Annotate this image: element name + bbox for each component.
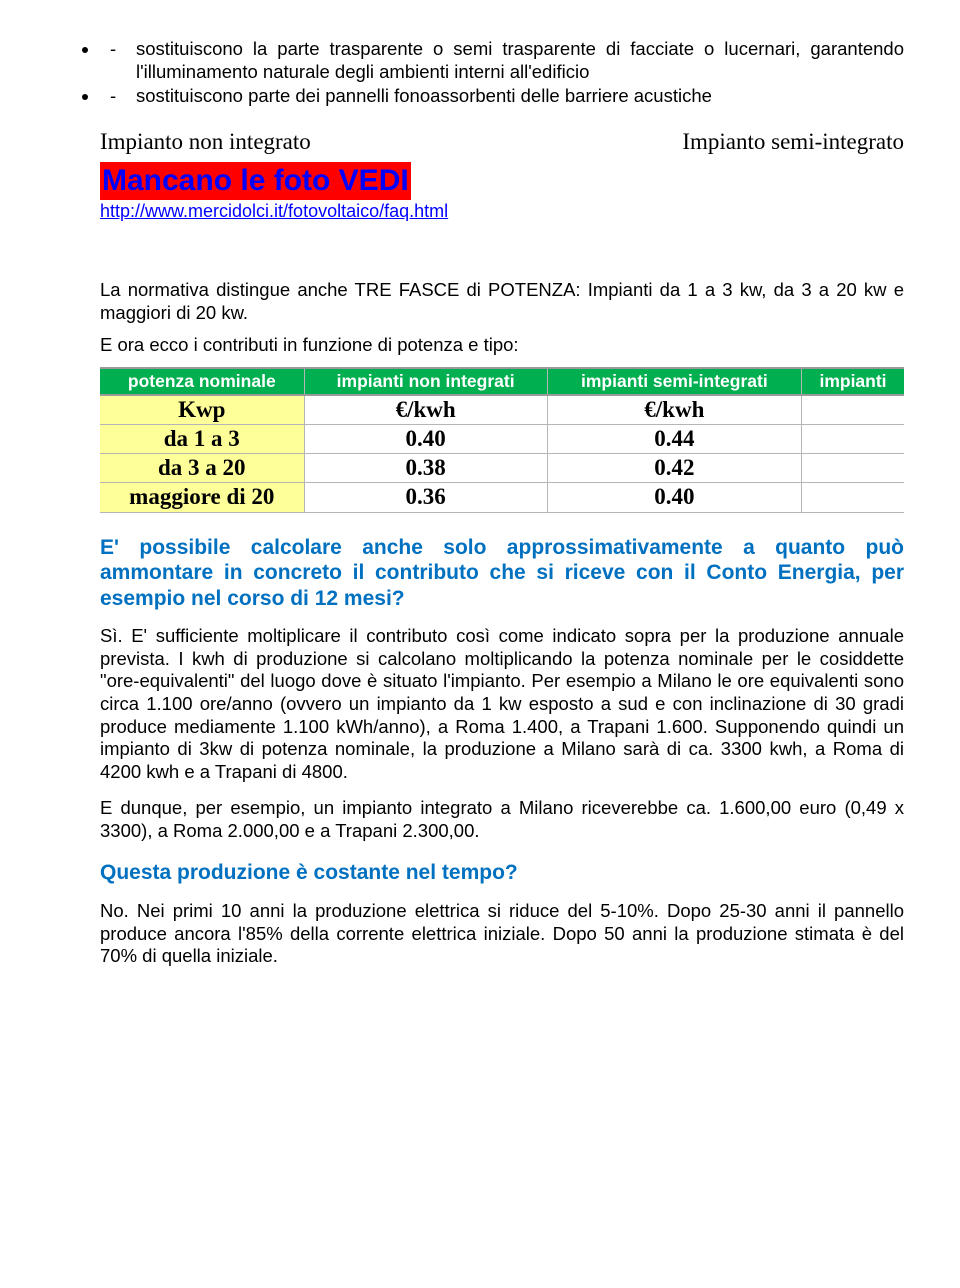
table-row: Kwp €/kwh €/kwh bbox=[100, 395, 904, 425]
table-cell: 0.38 bbox=[304, 454, 547, 483]
table-header: impianti semi-integrati bbox=[547, 368, 801, 395]
table-header: impianti non integrati bbox=[304, 368, 547, 395]
answer-1-p2: E dunque, per esempio, un impianto integ… bbox=[100, 797, 904, 842]
table-cell: maggiore di 20 bbox=[100, 483, 304, 512]
table-cell bbox=[802, 483, 905, 512]
table-cell: da 3 a 20 bbox=[100, 454, 304, 483]
table-cell: da 1 a 3 bbox=[100, 425, 304, 454]
tariff-table: potenza nominale impianti non integrati … bbox=[100, 367, 904, 513]
table-header: impianti bbox=[802, 368, 905, 395]
bullet-item: sostituiscono parte dei pannelli fonoass… bbox=[100, 85, 904, 108]
impianto-labels-row: Impianto non integrato Impianto semi-int… bbox=[100, 128, 904, 156]
table-cell: 0.40 bbox=[547, 483, 801, 512]
table-cell: €/kwh bbox=[304, 395, 547, 425]
table-header: potenza nominale bbox=[100, 368, 304, 395]
impianto-non-integrato-label: Impianto non integrato bbox=[100, 128, 311, 156]
answer-2: No. Nei primi 10 anni la produzione elet… bbox=[100, 900, 904, 968]
table-row: da 3 a 20 0.38 0.42 bbox=[100, 454, 904, 483]
table-header-row: potenza nominale impianti non integrati … bbox=[100, 368, 904, 395]
highlight-missing-photos: Mancano le foto VEDI bbox=[100, 162, 904, 201]
table-cell: Kwp bbox=[100, 395, 304, 425]
table-cell: 0.36 bbox=[304, 483, 547, 512]
answer-1-p1: Sì. E' sufficiente moltiplicare il contr… bbox=[100, 625, 904, 783]
table-row: maggiore di 20 0.36 0.40 bbox=[100, 483, 904, 512]
table-cell: €/kwh bbox=[547, 395, 801, 425]
question-2: Questa produzione è costante nel tempo? bbox=[100, 860, 904, 886]
table-cell bbox=[802, 395, 905, 425]
contributi-intro: E ora ecco i contributi in funzione di p… bbox=[100, 334, 904, 357]
table-cell bbox=[802, 425, 905, 454]
table-cell bbox=[802, 454, 905, 483]
faq-link[interactable]: http://www.mercidolci.it/fotovoltaico/fa… bbox=[100, 201, 448, 221]
table-cell: 0.40 bbox=[304, 425, 547, 454]
bullet-item: sostituiscono la parte trasparente o sem… bbox=[100, 38, 904, 83]
bullet-list: sostituiscono la parte trasparente o sem… bbox=[100, 38, 904, 108]
highlight-text: Mancano le foto VEDI bbox=[100, 162, 411, 201]
table-cell: 0.44 bbox=[547, 425, 801, 454]
normativa-paragraph: La normativa distingue anche TRE FASCE d… bbox=[100, 279, 904, 324]
impianto-semi-integrato-label: Impianto semi-integrato bbox=[682, 128, 904, 156]
table-cell: 0.42 bbox=[547, 454, 801, 483]
question-1: E' possibile calcolare anche solo appros… bbox=[100, 535, 904, 612]
table-row: da 1 a 3 0.40 0.44 bbox=[100, 425, 904, 454]
